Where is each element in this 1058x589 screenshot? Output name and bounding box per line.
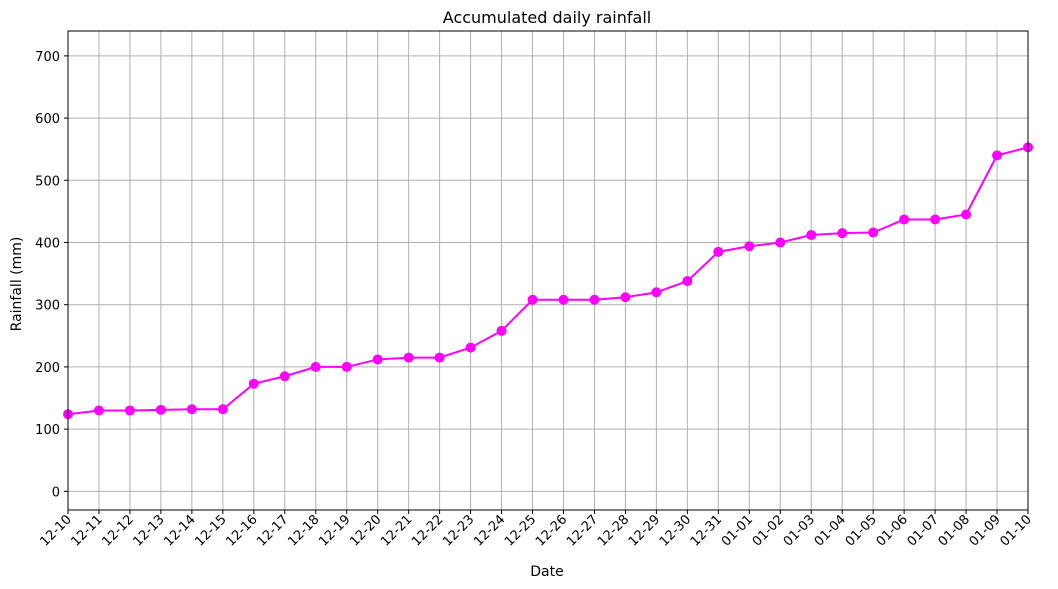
data-point <box>806 230 817 241</box>
data-point <box>496 325 507 336</box>
data-point <box>186 404 197 415</box>
x-tick-label: 12-29 <box>626 512 663 549</box>
y-tick-label: 200 <box>35 361 60 376</box>
x-tick-label: 12-27 <box>564 512 601 549</box>
x-tick-label: 01-09 <box>967 512 1004 549</box>
data-point <box>558 294 569 305</box>
y-axis-ticks: 0 100 200 300 400 500 600 700 <box>35 50 68 500</box>
y-tick-label: 100 <box>35 423 60 438</box>
x-tick-label: 12-19 <box>316 512 353 549</box>
data-point <box>620 292 631 303</box>
x-tick-label: 12-23 <box>440 512 477 549</box>
data-point <box>775 237 786 248</box>
data-point <box>217 404 228 415</box>
x-tick-label: 12-11 <box>68 512 105 549</box>
x-tick-label: 01-02 <box>750 512 787 549</box>
x-tick-label: 12-31 <box>688 512 725 549</box>
data-point <box>124 405 135 416</box>
data-point <box>992 150 1003 161</box>
data-point <box>248 378 259 389</box>
y-tick-label: 300 <box>35 299 60 314</box>
x-tick-label: 01-08 <box>936 512 973 549</box>
x-tick-label: 12-21 <box>378 512 415 549</box>
x-tick-label: 12-14 <box>161 512 198 549</box>
x-tick-label: 12-13 <box>130 512 167 549</box>
x-tick-label: 12-25 <box>502 512 539 549</box>
y-tick-label: 500 <box>35 174 60 189</box>
data-point <box>310 361 321 372</box>
x-tick-label: 12-10 <box>38 512 75 549</box>
plot-frame <box>67 30 1029 511</box>
grid <box>67 31 1029 510</box>
data-point <box>434 352 445 363</box>
y-tick-label: 0 <box>52 485 60 500</box>
x-tick-label: 12-12 <box>99 512 136 549</box>
data-point <box>279 371 290 382</box>
data-point <box>527 294 538 305</box>
data-point <box>961 209 972 220</box>
rainfall-series-line <box>67 146 1029 416</box>
data-point <box>93 405 104 416</box>
x-tick-label: 12-30 <box>657 512 694 549</box>
x-tick-label: 12-15 <box>192 512 229 549</box>
data-point <box>372 354 383 365</box>
x-tick-label: 01-05 <box>843 512 880 549</box>
data-point <box>465 342 476 353</box>
data-point <box>341 361 352 372</box>
x-tick-label: 12-18 <box>285 512 322 549</box>
series-layer <box>63 142 1033 420</box>
data-point <box>589 294 600 305</box>
y-tick-label: 700 <box>35 50 60 65</box>
x-axis-label: Date <box>530 564 563 580</box>
data-point <box>868 227 879 238</box>
data-point <box>744 241 755 252</box>
chart-title: Accumulated daily rainfall <box>443 8 651 27</box>
x-tick-label: 01-07 <box>905 512 942 549</box>
x-tick-label: 01-06 <box>874 512 911 549</box>
data-point <box>155 404 166 415</box>
x-tick-label: 01-04 <box>812 512 849 549</box>
data-point <box>682 276 693 287</box>
x-tick-label: 12-28 <box>595 512 632 549</box>
x-tick-label: 01-03 <box>781 512 818 549</box>
data-point <box>403 352 414 363</box>
data-point <box>713 246 724 257</box>
y-tick-label: 600 <box>35 112 60 127</box>
x-tick-label: 12-24 <box>471 512 508 549</box>
y-tick-label: 400 <box>35 237 60 252</box>
x-tick-label: 12-20 <box>347 512 384 549</box>
data-point <box>899 214 910 225</box>
x-tick-label: 01-01 <box>719 512 756 549</box>
data-point <box>930 214 941 225</box>
x-axis-ticks: 12-1012-1112-1212-1312-1412-1512-1612-17… <box>38 510 1035 550</box>
x-tick-label: 12-22 <box>409 512 446 549</box>
x-tick-label: 12-17 <box>254 512 291 549</box>
y-axis-label: Rainfall (mm) <box>9 237 25 332</box>
data-point <box>651 287 662 298</box>
data-point <box>837 228 848 239</box>
x-tick-label: 01-10 <box>998 512 1035 549</box>
x-tick-label: 12-26 <box>533 512 570 549</box>
x-tick-label: 12-16 <box>223 512 260 549</box>
